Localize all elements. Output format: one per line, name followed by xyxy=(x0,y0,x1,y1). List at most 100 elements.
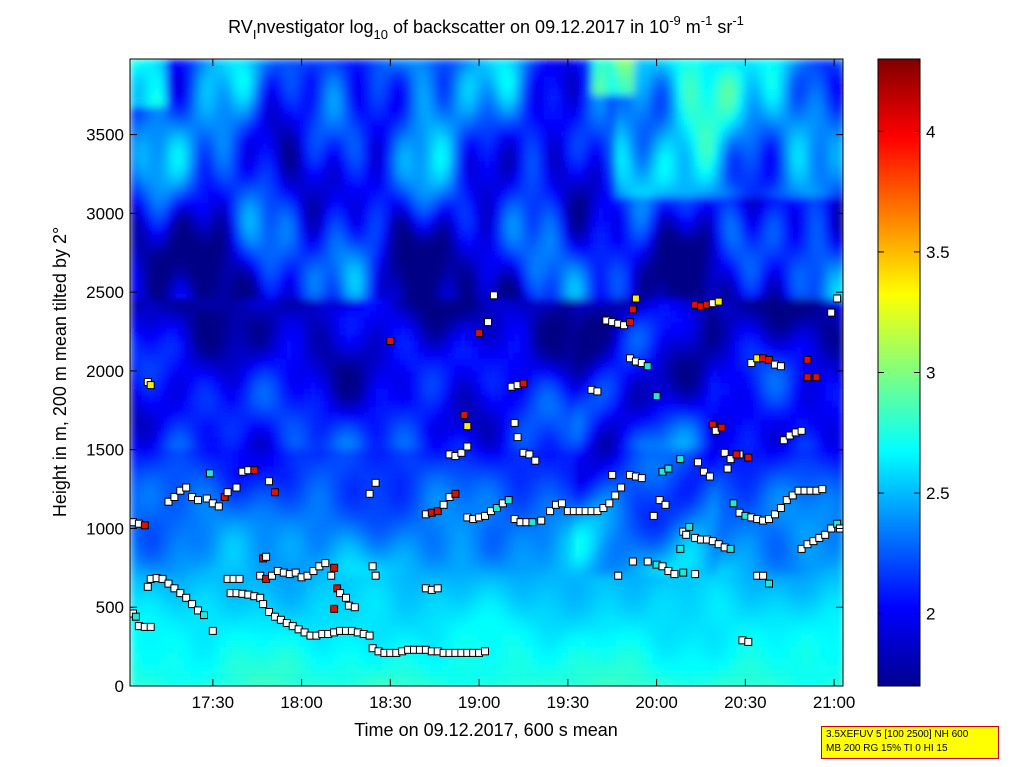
layer-marker xyxy=(765,579,773,588)
layer-marker xyxy=(617,483,626,492)
layer-marker xyxy=(676,544,685,553)
layer-marker xyxy=(330,604,339,613)
layer-marker xyxy=(504,496,513,505)
x-tick-label: 19:30 xyxy=(547,693,590,712)
layer-marker xyxy=(259,600,268,609)
layer-marker xyxy=(765,515,773,523)
layer-marker xyxy=(726,455,735,464)
layer-marker xyxy=(200,611,208,620)
y-tick-label: 3000 xyxy=(86,204,124,223)
layer-marker xyxy=(744,637,753,646)
layer-marker xyxy=(717,423,726,432)
layer-marker xyxy=(827,308,836,317)
layer-marker xyxy=(303,571,312,580)
layer-marker xyxy=(537,516,546,525)
layer-marker xyxy=(628,305,637,314)
layer-marker xyxy=(614,571,623,580)
colorbar-axis: 2 2.5 3 3.5 4 xyxy=(878,122,950,624)
layer-marker xyxy=(489,291,498,300)
layer-marker xyxy=(188,600,197,609)
layer-marker xyxy=(368,562,377,571)
layer-marker xyxy=(611,491,620,500)
layer-marker xyxy=(694,458,702,467)
x-tick-label: 20:30 xyxy=(724,693,767,712)
layer-marker xyxy=(250,466,259,475)
layer-marker xyxy=(223,488,232,497)
layer-marker xyxy=(164,497,173,506)
y-axis: 0 500 1000 1500 2000 2500 3000 3500 xyxy=(86,126,843,696)
layer-marker xyxy=(131,612,140,621)
layer-marker xyxy=(510,418,519,427)
colorbar xyxy=(877,58,921,687)
layer-marker xyxy=(803,373,812,382)
layer-marker xyxy=(291,568,300,577)
infobox-line-1: 3.5XEFUV 5 [100 2500] NH 600 xyxy=(826,729,969,740)
layer-marker xyxy=(321,559,330,568)
settings-infobox: 3.5XEFUV 5 [100 2500] NH 600 MB 200 RG 1… xyxy=(821,726,999,759)
layer-marker xyxy=(664,464,673,473)
y-tick-label: 2500 xyxy=(86,283,124,302)
layer-marker xyxy=(146,622,155,631)
y-tick-label: 3500 xyxy=(86,126,124,145)
colorbar-tick-label: 3.5 xyxy=(926,243,950,262)
layer-marker xyxy=(593,387,602,396)
colorbar-tick-label: 3 xyxy=(926,364,935,383)
layer-marker xyxy=(451,489,460,498)
layer-marker xyxy=(457,448,466,457)
layer-marker xyxy=(700,467,708,476)
layer-marker xyxy=(158,574,167,583)
layer-marker xyxy=(460,411,469,419)
layer-marker xyxy=(776,362,785,371)
layer-marker xyxy=(365,631,374,640)
layer-marker xyxy=(205,469,214,478)
layer-marker xyxy=(643,362,652,371)
layer-marker xyxy=(146,381,155,390)
layer-marker xyxy=(386,337,395,345)
layer-marker xyxy=(744,453,753,462)
x-tick-label: 20:00 xyxy=(635,693,678,712)
layer-markers xyxy=(130,291,843,657)
layer-marker xyxy=(342,593,350,602)
plot-area xyxy=(130,59,843,686)
layer-marker xyxy=(821,530,830,539)
layer-marker xyxy=(714,297,723,306)
layer-marker xyxy=(433,584,442,593)
layer-marker xyxy=(164,579,173,588)
layer-marker xyxy=(626,318,634,327)
layer-marker xyxy=(720,448,729,457)
layer-marker xyxy=(759,571,768,580)
layer-marker xyxy=(643,557,652,566)
layer-marker xyxy=(676,455,685,464)
layer-marker xyxy=(265,477,273,486)
layer-marker xyxy=(658,562,667,571)
layer-marker xyxy=(330,563,339,572)
layer-marker xyxy=(176,589,185,598)
layer-marker xyxy=(235,574,244,583)
layer-marker xyxy=(729,499,738,508)
y-tick-label: 1000 xyxy=(86,519,124,538)
x-axis-label: Time on 09.12.2017, 600 s mean xyxy=(354,720,618,740)
layer-marker xyxy=(194,496,202,505)
layer-marker xyxy=(525,450,534,459)
layer-marker xyxy=(433,507,442,516)
x-tick-label: 18:00 xyxy=(280,693,323,712)
layer-marker xyxy=(631,294,640,303)
plot-frame xyxy=(129,58,844,687)
layer-marker xyxy=(481,511,489,520)
layer-marker xyxy=(170,584,179,593)
layer-marker xyxy=(661,500,670,509)
colorbar-tick-label: 2.5 xyxy=(926,484,950,503)
layer-marker xyxy=(682,530,691,539)
layer-marker xyxy=(557,499,566,508)
layer-marker xyxy=(691,570,700,579)
layer-marker xyxy=(475,329,484,338)
y-tick-label: 500 xyxy=(96,598,124,617)
layer-marker xyxy=(262,552,271,561)
layer-marker xyxy=(788,491,797,500)
layer-marker xyxy=(732,450,741,459)
x-tick-label: 18:30 xyxy=(369,693,412,712)
x-tick-label: 21:00 xyxy=(813,693,856,712)
layer-marker xyxy=(214,502,223,511)
layer-marker xyxy=(655,496,664,505)
layer-marker xyxy=(652,392,661,401)
